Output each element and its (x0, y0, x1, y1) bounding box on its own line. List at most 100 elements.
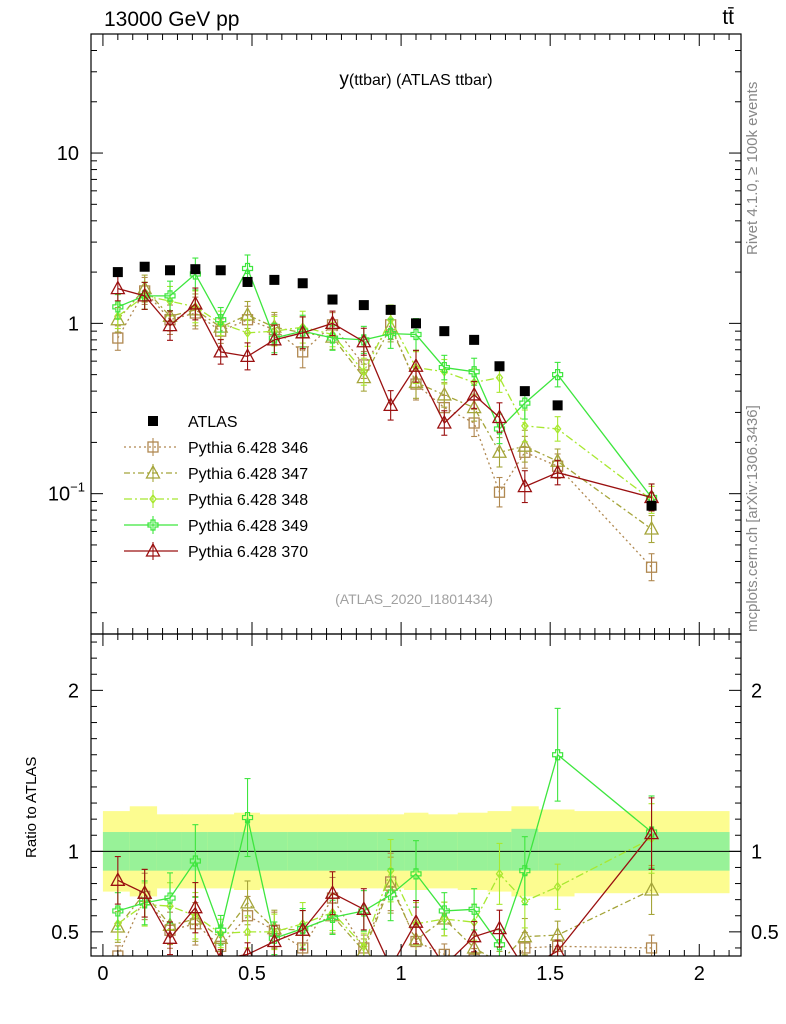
ratio-point-p370: Pythia 6.428 370: 0.65 (187, 899, 203, 914)
ratio-ytick-label-right: 0.5 (751, 922, 779, 944)
ratio-point-p346: Pythia 6.428 346: 0.36 (438, 948, 450, 956)
main-plot: Pythia 6.428 346: 0.82 Pythia 6.428 346: … (48, 33, 742, 635)
atlas-data-point: ATLAS: 1 (411, 318, 421, 329)
main-point-p347: Pythia 6.428 347: 0.19 (517, 437, 533, 452)
ratio-point-p349: Pythia 6.428 349: 1.21 (241, 811, 254, 824)
ratio-point-p347: Pythia 6.428 347: 0.47 (517, 928, 533, 943)
atlas-data-group: ATLAS: 2 ATLAS: 2.15 ATLAS: 2.05 ATLAS: 2.0… (112, 261, 657, 511)
atlas-data-point: ATLAS: 1.75 (242, 276, 253, 287)
legend-label-p347: Pythia 6.428 347 (188, 466, 308, 483)
ratio-ytick-label-right: 1 (751, 841, 762, 863)
ratio-point-p370: Pythia 6.428 370: 0.74 (137, 884, 153, 899)
legend-marker-p370 (145, 542, 161, 557)
ratio-point-p349: Pythia 6.428 349: 0.63 (438, 905, 450, 917)
atlas-data-point: ATLAS: 0.56 (494, 361, 505, 372)
main-point-p349: Pythia 6.428 349: 0.87 (385, 328, 397, 340)
main-point-p370: Pythia 6.428 370: 0.133 (550, 464, 566, 479)
atlas-data-point: ATLAS: 0.9 (439, 326, 450, 337)
main-point-p349: Pythia 6.428 349: 0.34 (519, 397, 531, 409)
main-point-p349: Pythia 6.428 349: 1.05 (215, 314, 227, 326)
legend: ATLAS Pythia 6.428 346 Pythia 6.428 347 Pyt… (124, 414, 308, 561)
ratio-series-group: Pythia 6.428 346: 0.35Pythia 6.428 346: … (110, 707, 660, 988)
ratio-point-p349: Pythia 6.428 349: 0.94 (189, 855, 201, 867)
main-point-p370: Pythia 6.428 370: 0.8 (266, 331, 282, 346)
atlas-data-point: ATLAS: 1.2 (385, 304, 396, 315)
main-ytick-label-exponent: −1 (70, 480, 85, 495)
ratio-point-p349: Pythia 6.428 349: 0.86 (410, 868, 422, 880)
main-point-p347: Pythia 6.428 347: 0.062 (643, 520, 660, 535)
atlas-data-point: ATLAS: 2 (112, 267, 123, 278)
ratio-line-p349 (117, 753, 652, 947)
legend-label-p370: Pythia 6.428 370 (188, 544, 308, 561)
main-point-p348: Pythia 6.428 348: 0.52 (360, 366, 368, 377)
ratio-point-p370: Pythia 6.428 370: 0.47 (466, 928, 482, 943)
main-point-p347: Pythia 6.428 347: 0.32 (466, 399, 482, 414)
main-point-p370: Pythia 6.428 370: 0.97 (162, 317, 178, 332)
atlas-data-point: ATLAS: 1.28 (358, 300, 369, 311)
ratio-point-p370: Pythia 6.428 370: 0.52 (491, 920, 508, 935)
ratio-point-p370: Pythia 6.428 370: 1.11 (643, 825, 660, 840)
ratio-point-p370: Pythia 6.428 370: 0.82 (110, 871, 126, 886)
main-line-p370 (117, 287, 652, 499)
ratio-plot: Pythia 6.428 346: 0.35Pythia 6.428 346: … (51, 633, 779, 988)
main-point-p370: Pythia 6.428 370: 1.3 (187, 295, 203, 310)
chart-title-sub: (ttbar) (ATLAS ttbar) (349, 72, 493, 89)
ratio-point-p346: Pythia 6.428 346: 0.4 (645, 942, 658, 954)
main-point-p347: Pythia 6.428 347: 0.38 (436, 386, 452, 401)
main-series-group: Pythia 6.428 346: 0.82 Pythia 6.428 346: … (110, 254, 660, 582)
main-point-p349: Pythia 6.428 349: 1.45 (164, 290, 176, 302)
ratio-point-p349: Pythia 6.428 349: 0.46 (268, 932, 280, 944)
main-point-p349: Pythia 6.428 349: 0.24 (493, 423, 506, 435)
atlas-data-point: ATLAS: 2.08 (190, 264, 201, 275)
main-point-p348: Pythia 6.428 348: 0.48 (495, 372, 504, 383)
atlas-data-point: ATLAS: 1.38 (327, 294, 338, 305)
ratio-point-p348: Pythia 6.428 348: 0.69 (521, 896, 529, 907)
main-point-p349: Pythia 6.428 349: 1.25 (112, 301, 124, 313)
main-point-p370: Pythia 6.428 370: 0.78 (356, 333, 372, 348)
atlas-data-point: ATLAS: 1.8 (269, 274, 280, 285)
atlas-data-point: ATLAS: 0.8 (469, 334, 480, 345)
atlas-data-point: ATLAS: 0.33 (552, 400, 563, 411)
ratio-point-p347: Pythia 6.428 347: 0.76 (643, 881, 660, 896)
main-point-p370: Pythia 6.428 370: 0.56 (408, 357, 424, 372)
legend-marker-p348 (149, 493, 157, 505)
legend-label-p346: Pythia 6.428 346 (188, 440, 308, 457)
main-point-p348: Pythia 6.428 348: 0.25 (521, 420, 529, 431)
main-point-p370: Pythia 6.428 370: 0.64 (239, 348, 256, 363)
ratio-point-p346: Pythia 6.428 346: 0.18 (494, 978, 504, 988)
ratio-point-p370: Pythia 6.428 370: 0.44 (266, 933, 282, 948)
main-point-p347: Pythia 6.428 347: 0.45 (408, 374, 424, 389)
main-point-p370: Pythia 6.428 370: 0.88 (295, 324, 311, 339)
main-point-p347: Pythia 6.428 347: 0.175 (491, 443, 508, 458)
main-point-p346: Pythia 6.428 346: 0.102 (493, 486, 506, 498)
ratio-point-p347: Pythia 6.428 347: 0.38 (356, 942, 371, 956)
ratio-point-p347: Pythia 6.428 347: 0.4 (466, 939, 482, 954)
ratio-point-p370: Pythia 6.428 370: 0.64 (356, 900, 372, 915)
ratio-point-p370: Pythia 6.428 370: 0.51 (295, 921, 311, 936)
ratio-point-p349: Pythia 6.428 349: 0.59 (326, 911, 339, 923)
atlas-data-point: ATLAS: 0.085 (646, 500, 657, 511)
ratio-ytick-label-right: 2 (751, 680, 762, 702)
main-ytick-label: 10 (57, 143, 79, 165)
main-point-p346: Pythia 6.428 346: 0.82 (112, 332, 124, 344)
chart-title-main: y (339, 69, 349, 90)
legend-marker-p346 (147, 441, 159, 453)
ratio-ytick-label-left: 2 (68, 680, 79, 702)
legend-label-atlas: ATLAS (188, 414, 238, 431)
main-point-p346: Pythia 6.428 346: 0.037 (645, 561, 658, 573)
main-point-p349: Pythia 6.428 349: 0.86 (410, 328, 422, 341)
main-point-p349: Pythia 6.428 349: 0.52 (468, 366, 480, 378)
main-point-p370: Pythia 6.428 370: 1.6 (110, 280, 126, 295)
atlas-data-point: ATLAS: 1.72 (297, 278, 308, 289)
ratio-point-p349: Pythia 6.428 349: 1.6 (552, 749, 564, 761)
ratio-point-p347: Pythia 6.428 347: 0.68 (239, 894, 256, 909)
atlas-data-point: ATLAS: 2.05 (165, 265, 176, 276)
ratio-point-p349: Pythia 6.428 349: 0.68 (139, 897, 151, 909)
process-label: tt̄ (722, 6, 734, 29)
ratio-point-p370: Pythia 6.428 370: 0.36 (242, 946, 253, 956)
atlas-data-point: ATLAS: 0.4 (519, 386, 530, 397)
ratio-xtick-label: 0.5 (238, 963, 266, 985)
main-point-p348: Pythia 6.428 348: 1.1 (114, 311, 122, 322)
ratio-line-p348 (117, 837, 652, 948)
main-point-p370: Pythia 6.428 370: 1 (324, 314, 341, 330)
